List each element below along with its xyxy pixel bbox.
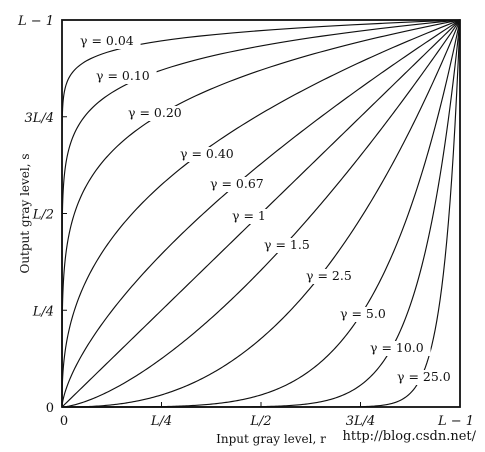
curve-labels-layer: γ = 0.04 γ = 0.10 γ = 0.20 γ = 0.40 γ = 0.67… [77,33,458,385]
y-tick-label-3: 3L/4 [24,111,54,126]
ticks-layer: 0 L/4 L/2 3L/4 L − 1 0 L/4 L/2 3L/4 L − 1 [17,14,474,429]
curve-label-backdrop [125,106,189,121]
y-tick-label-1: L/4 [32,304,54,319]
curve-label-9: γ = 10.0 [370,340,424,355]
curve-label-backdrop [93,69,157,84]
curve-label-backdrop [261,238,318,253]
curve-label-3: γ = 0.40 [180,146,234,161]
x-tick-label-0: 0 [60,414,68,429]
gamma-curve-6 [61,19,461,408]
x-axis-title: Input gray level, r [216,432,326,446]
curve-label-8: γ = 5.0 [340,306,386,321]
gamma-curve-3 [61,19,461,407]
x-tick-label-1: L/4 [150,414,172,429]
x-tick-label-4: L − 1 [437,414,474,429]
curve-label-2: γ = 0.20 [128,105,182,120]
y-axis-title: Output gray level, s [18,153,32,273]
plot-frame [61,19,461,408]
curve-label-backdrop [177,147,241,162]
curve-label-backdrop [77,34,141,49]
curve-label-backdrop [367,341,431,356]
curve-label-7: γ = 2.5 [306,268,352,283]
curve-label-10: γ = 25.0 [397,369,451,384]
curve-label-backdrop [394,370,458,385]
y-tick-label-0: 0 [46,401,54,416]
curve-label-5: γ = 1 [232,208,266,223]
curve-label-0: γ = 0.04 [80,33,134,48]
curve-label-backdrop [207,177,271,192]
curve-label-backdrop [303,269,360,284]
x-tick-label-2: L/2 [249,414,271,429]
curve-label-backdrop [229,209,271,224]
y-tick-label-2: L/2 [32,208,54,223]
curve-label-4: γ = 0.67 [210,176,264,191]
x-tick-label-3: 3L/4 [346,414,376,429]
curve-label-1: γ = 0.10 [96,68,150,83]
curve-label-6: γ = 1.5 [264,237,310,252]
gamma-curve-7 [62,19,461,408]
curve-label-backdrop [337,307,394,322]
watermark-text: http://blog.csdn.net/ [343,429,477,444]
y-tick-label-4: L − 1 [17,14,54,29]
gamma-curve-4 [61,19,461,408]
